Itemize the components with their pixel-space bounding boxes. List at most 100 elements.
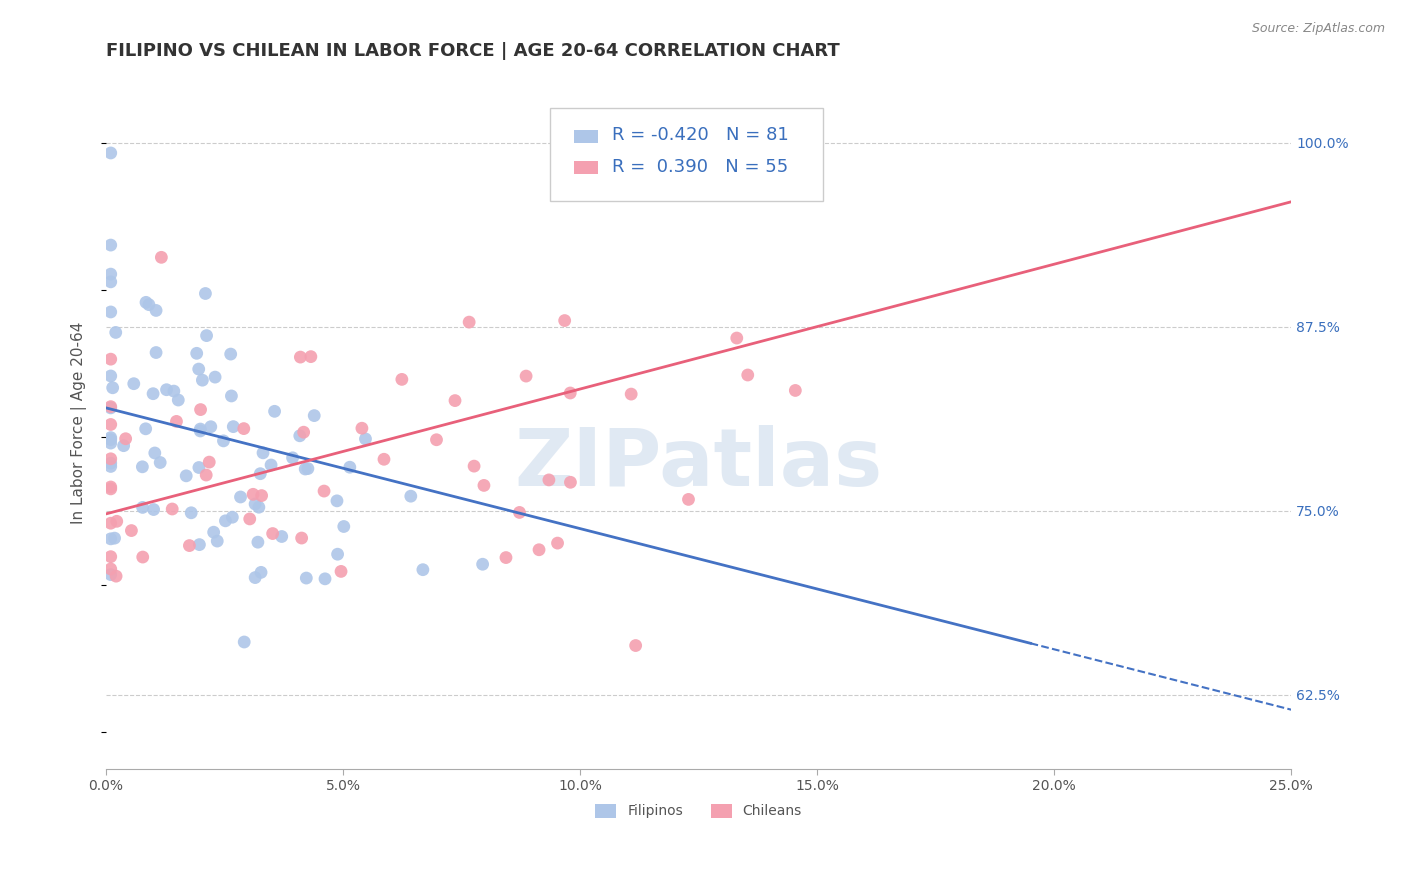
Point <box>243 571 266 585</box>
Point <box>131 459 153 474</box>
Point <box>145 345 167 359</box>
Point <box>132 549 155 564</box>
Point <box>122 376 145 391</box>
Point <box>100 238 122 252</box>
Point <box>333 519 356 533</box>
Point <box>101 381 124 395</box>
Point <box>100 401 122 415</box>
Point <box>246 535 269 549</box>
Point <box>290 350 312 364</box>
Point <box>100 417 122 432</box>
Point <box>425 433 447 447</box>
Point <box>624 639 647 653</box>
Point <box>314 572 336 586</box>
Point <box>229 490 252 504</box>
Point <box>250 566 273 580</box>
Point <box>187 460 209 475</box>
Point <box>145 303 167 318</box>
Point <box>270 529 292 543</box>
Point <box>249 467 271 481</box>
Point <box>207 534 229 549</box>
Point <box>104 326 127 340</box>
Point <box>560 475 582 490</box>
Point <box>326 547 349 561</box>
Point <box>195 328 218 343</box>
Text: Source: ZipAtlas.com: Source: ZipAtlas.com <box>1251 22 1385 36</box>
Point <box>295 571 318 585</box>
Point <box>560 386 582 401</box>
Point <box>247 500 270 515</box>
Point <box>299 350 322 364</box>
Legend: Filipinos, Chileans: Filipinos, Chileans <box>589 798 807 824</box>
Point <box>188 538 211 552</box>
Point <box>471 558 494 572</box>
Point <box>202 525 225 540</box>
Point <box>678 492 700 507</box>
Point <box>160 502 183 516</box>
Point <box>100 145 122 160</box>
Point <box>312 484 335 499</box>
Point <box>186 346 208 360</box>
Point <box>243 497 266 511</box>
Point <box>167 392 190 407</box>
Point <box>554 313 576 327</box>
Point <box>281 450 304 465</box>
Point <box>373 452 395 467</box>
Point <box>262 526 284 541</box>
Point <box>149 456 172 470</box>
Point <box>288 429 311 443</box>
Point <box>174 468 197 483</box>
Point <box>100 459 122 474</box>
Point <box>232 422 254 436</box>
Point <box>495 550 517 565</box>
Point <box>291 531 314 545</box>
Point <box>100 456 122 470</box>
Point <box>135 422 157 436</box>
Point <box>195 468 218 483</box>
Point <box>180 506 202 520</box>
Point <box>155 383 177 397</box>
Point <box>330 565 353 579</box>
Point <box>150 250 173 264</box>
Text: FILIPINO VS CHILEAN IN LABOR FORCE | AGE 20-64 CORRELATION CHART: FILIPINO VS CHILEAN IN LABOR FORCE | AGE… <box>105 42 839 60</box>
Point <box>188 422 211 436</box>
Point <box>200 419 222 434</box>
Point <box>138 298 160 312</box>
Point <box>221 389 243 403</box>
Point <box>399 489 422 503</box>
Point <box>242 487 264 501</box>
Point <box>100 436 122 450</box>
Point <box>100 482 122 496</box>
Text: R = -0.420   N = 81: R = -0.420 N = 81 <box>612 127 789 145</box>
Point <box>391 372 413 386</box>
Point <box>354 432 377 446</box>
Point <box>191 373 214 387</box>
Point <box>187 362 209 376</box>
Point <box>212 434 235 448</box>
FancyBboxPatch shape <box>551 108 823 202</box>
Point <box>100 549 122 564</box>
Point <box>294 462 316 476</box>
Point <box>112 439 135 453</box>
Point <box>250 489 273 503</box>
Point <box>100 267 122 281</box>
Point <box>412 563 434 577</box>
Point <box>297 461 319 475</box>
Text: ZIPatlas: ZIPatlas <box>515 425 883 503</box>
Point <box>472 478 495 492</box>
Point <box>135 295 157 310</box>
Point <box>100 567 122 582</box>
Point <box>219 347 242 361</box>
Point <box>222 419 245 434</box>
Point <box>620 387 643 401</box>
Point <box>100 305 122 319</box>
Point <box>527 542 550 557</box>
Point <box>190 402 212 417</box>
Point <box>537 473 560 487</box>
FancyBboxPatch shape <box>574 130 598 143</box>
Point <box>100 451 122 466</box>
FancyBboxPatch shape <box>574 161 598 174</box>
Point <box>142 386 165 401</box>
Point <box>142 502 165 516</box>
Point <box>292 425 315 440</box>
